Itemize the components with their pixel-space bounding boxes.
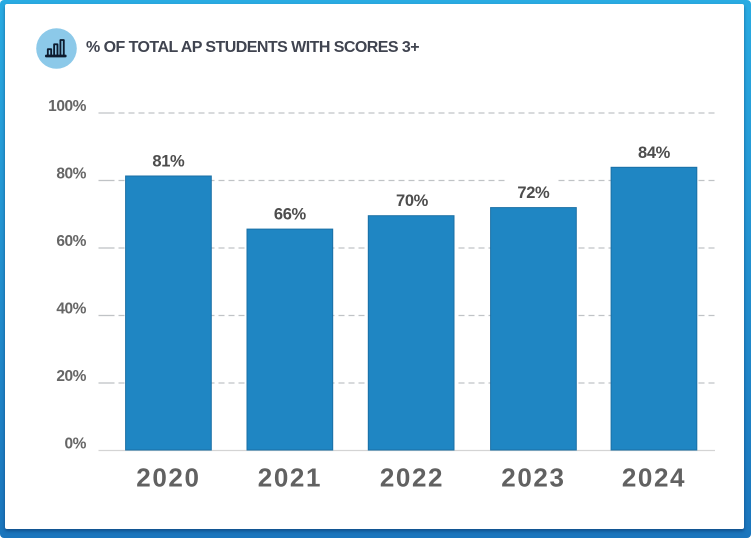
svg-text:72%: 72%: [517, 184, 550, 202]
svg-text:84%: 84%: [638, 144, 671, 162]
svg-text:2023: 2023: [501, 463, 565, 493]
svg-text:2024: 2024: [622, 463, 686, 493]
svg-text:0%: 0%: [64, 436, 86, 453]
svg-text:100%: 100%: [48, 98, 87, 115]
svg-text:80%: 80%: [56, 166, 86, 183]
svg-text:60%: 60%: [56, 233, 86, 250]
svg-text:2022: 2022: [380, 463, 444, 493]
svg-text:2021: 2021: [258, 463, 322, 493]
svg-text:20%: 20%: [56, 368, 86, 385]
svg-text:70%: 70%: [396, 192, 429, 210]
svg-text:% OF TOTAL AP STUDENTS WITH SC: % OF TOTAL AP STUDENTS WITH SCORES 3+: [86, 39, 419, 56]
svg-text:81%: 81%: [152, 153, 185, 171]
svg-text:2020: 2020: [136, 463, 200, 493]
svg-text:66%: 66%: [274, 205, 307, 223]
svg-text:40%: 40%: [56, 301, 86, 318]
